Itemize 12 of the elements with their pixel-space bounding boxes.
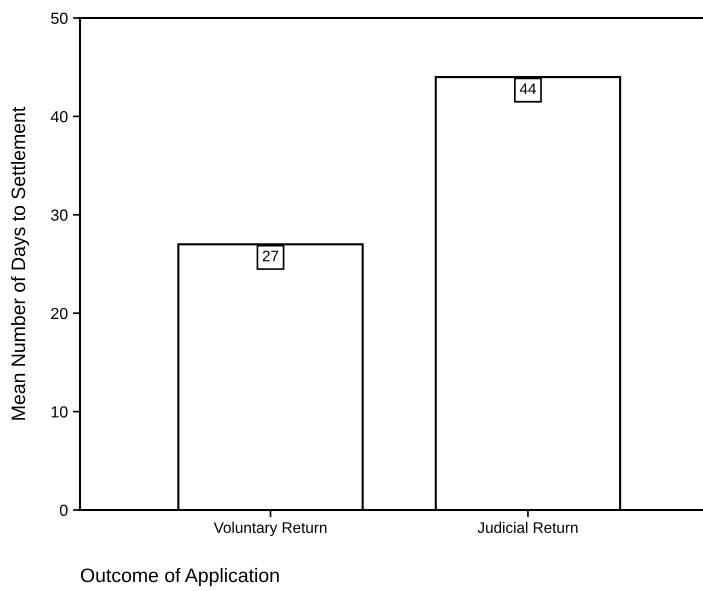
data-label: 44 xyxy=(520,84,536,94)
y-tick-label: 20 xyxy=(51,308,68,320)
y-tick-label: 0 xyxy=(60,504,68,516)
x-tick-label: Judicial Return xyxy=(478,522,578,534)
data-label: 27 xyxy=(262,250,278,262)
y-tick-label: 10 xyxy=(52,406,68,418)
x-tick-label: Voluntary Return xyxy=(214,522,326,536)
y-tick-label: 50 xyxy=(51,12,68,24)
y-tick-label: 30 xyxy=(51,209,68,221)
x-axis-title: Outcome of Application xyxy=(80,568,279,586)
y-axis-title: Mean Number of Days to Settlement xyxy=(10,106,30,420)
y-tick-label: 40 xyxy=(50,111,68,122)
